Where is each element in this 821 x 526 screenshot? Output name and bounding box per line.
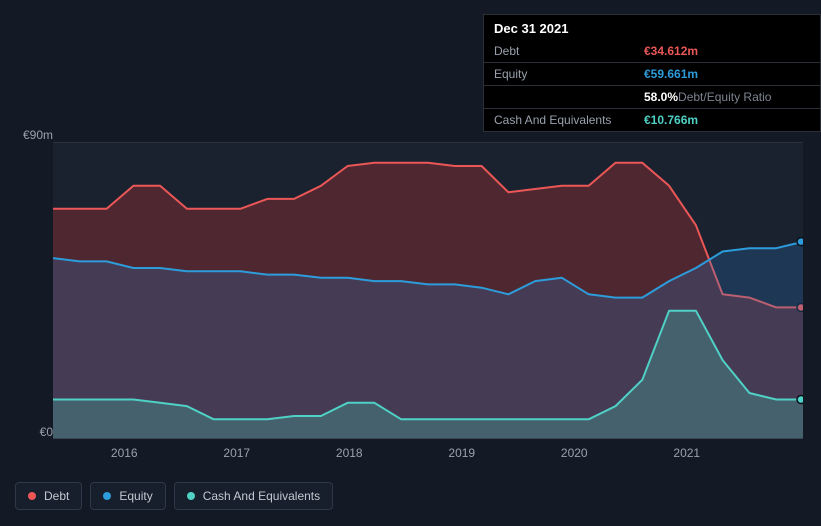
y-axis-label: €90m	[23, 128, 53, 142]
tooltip-label: Cash And Equivalents	[494, 113, 644, 127]
tooltip-value: 58.0%	[644, 90, 678, 104]
chart-tooltip: Dec 31 2021 Debt€34.612mEquity€59.661m58…	[483, 14, 821, 132]
legend-item-debt[interactable]: Debt	[15, 482, 82, 510]
legend-dot-icon	[187, 492, 195, 500]
legend-label: Debt	[44, 489, 69, 503]
end-marker-equity	[797, 238, 803, 246]
legend-label: Equity	[119, 489, 152, 503]
legend-item-cash-and-equivalents[interactable]: Cash And Equivalents	[174, 482, 333, 510]
end-marker-cash-and-equivalents	[797, 396, 803, 404]
x-axis-label: 2019	[448, 446, 475, 460]
tooltip-row: Debt€34.612m	[484, 40, 820, 63]
tooltip-value: €10.766m	[644, 113, 698, 127]
legend-label: Cash And Equivalents	[203, 489, 320, 503]
tooltip-row: Equity€59.661m	[484, 63, 820, 86]
x-axis-label: 2016	[111, 446, 138, 460]
tooltip-label: Debt	[494, 44, 644, 58]
tooltip-row: Cash And Equivalents€10.766m	[484, 109, 820, 131]
chart-legend: Debt Equity Cash And Equivalents	[15, 482, 333, 510]
legend-dot-icon	[28, 492, 36, 500]
y-axis-label: €0	[23, 425, 53, 439]
x-axis-label: 2017	[223, 446, 250, 460]
x-axis-label: 2018	[336, 446, 363, 460]
tooltip-label	[494, 90, 644, 104]
plot-area[interactable]	[53, 142, 803, 438]
x-axis-label: 2020	[561, 446, 588, 460]
tooltip-row: 58.0% Debt/Equity Ratio	[484, 86, 820, 109]
x-axis-baseline	[53, 438, 803, 439]
tooltip-value: €34.612m	[644, 44, 698, 58]
chart-svg	[53, 143, 803, 439]
tooltip-label: Equity	[494, 67, 644, 81]
tooltip-date: Dec 31 2021	[484, 15, 820, 40]
chart-container: €90m €0 201620172018201920202021 Dec 31 …	[15, 0, 806, 526]
x-axis-label: 2021	[673, 446, 700, 460]
legend-dot-icon	[103, 492, 111, 500]
tooltip-value: €59.661m	[644, 67, 698, 81]
legend-item-equity[interactable]: Equity	[90, 482, 165, 510]
tooltip-suffix: Debt/Equity Ratio	[678, 90, 771, 104]
